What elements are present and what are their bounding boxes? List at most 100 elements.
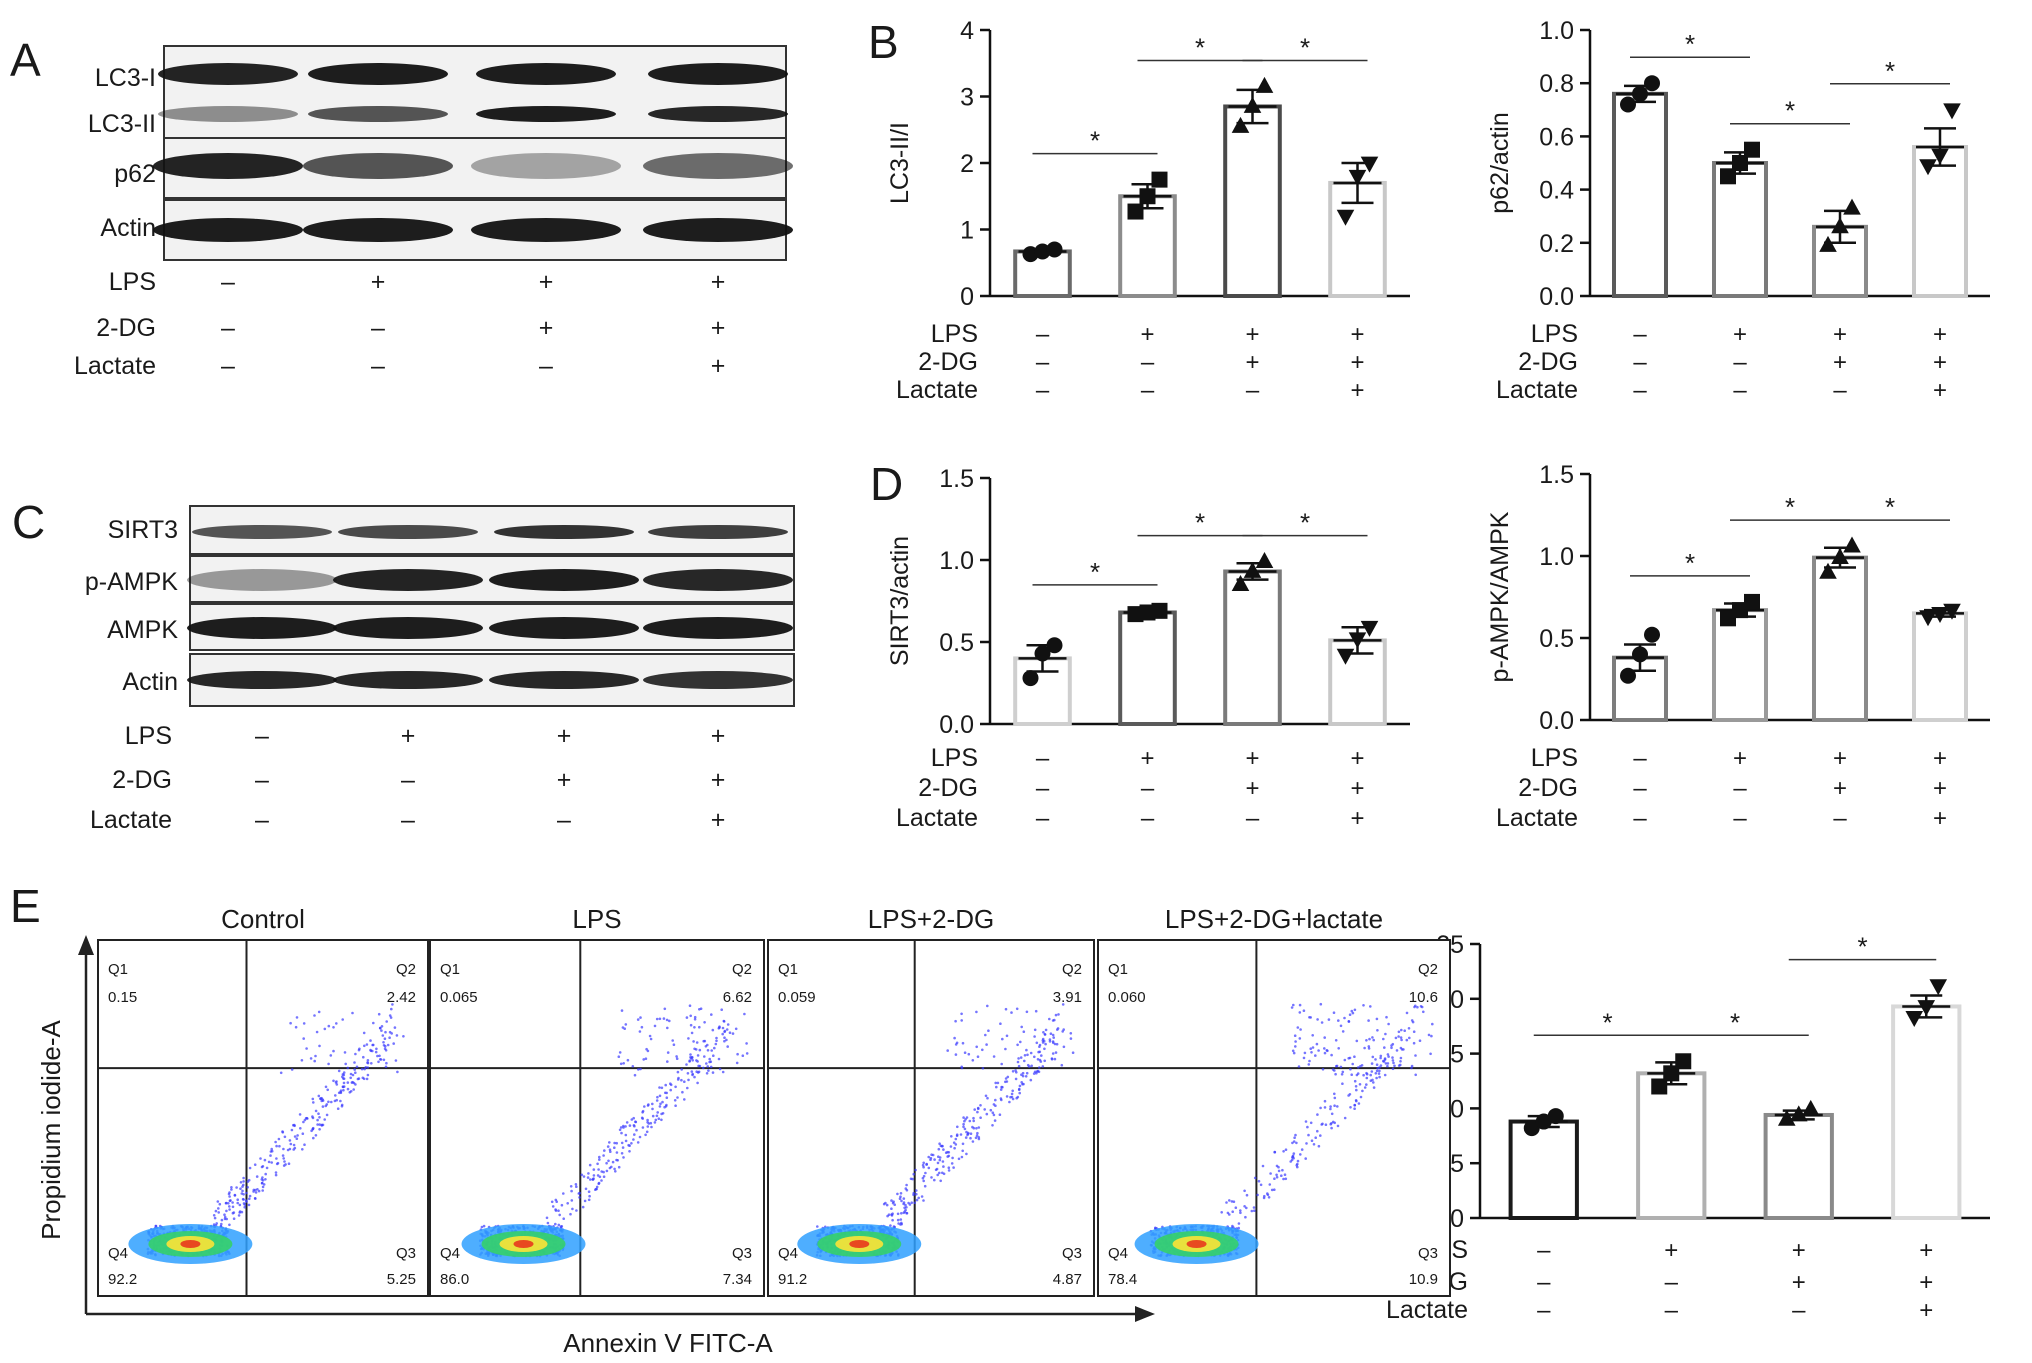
flow-event-dot [365,1043,369,1046]
flow-event-dot [341,1075,344,1078]
flow-event-dot [647,1122,651,1125]
flow-event-dot [1367,1045,1371,1048]
flow-event-dot [1330,1122,1333,1125]
band-ampk-3 [489,617,639,639]
flow-event-dot [154,1224,158,1228]
flow-event-dot [1243,1205,1246,1208]
y-tick-label: 0 [960,283,974,311]
flow-event-dot [374,1050,378,1054]
flow-event-dot [379,1058,382,1061]
flow-event-dot [655,1017,659,1021]
flow-event-dot [562,1217,565,1220]
flow-xlabel: Annexin V FITC-A [563,1328,773,1358]
flow-event-dot [937,1147,941,1151]
flow-event-dot [232,1217,236,1220]
flow-event-dot [1367,1047,1371,1050]
flow-event-dot [816,1225,819,1228]
flow-event-dot [313,1014,316,1017]
flow-event-dot [680,1078,683,1082]
flow-event-dot [676,1078,680,1081]
flow-plot-title: Control [221,904,305,934]
flow-event-dot [1048,1040,1052,1043]
flow-event-dot [279,1071,283,1075]
flow-event-dot [1349,1106,1352,1109]
treatment-sign: – [221,352,235,380]
flow-event-dot [311,1097,315,1101]
flow-event-dot [1005,1095,1009,1098]
y-tick-label: 0.4 [1539,177,1574,205]
flow-event-dot [254,1191,258,1194]
flow-event-dot [661,1100,664,1104]
flow-event-dot [1071,1051,1075,1054]
flow-event-dot [1319,1134,1322,1137]
data-point [1231,575,1250,591]
band-lc3-i-1 [158,63,298,85]
flow-event-dot [631,1065,635,1068]
flow-event-dot [1266,1192,1269,1195]
flow-event-dot [953,1146,956,1150]
treatment-sign: + [711,766,726,794]
flow-event-dot [1341,1082,1344,1085]
flow-event-dot [1310,1051,1313,1054]
flow-event-dot [954,1053,958,1056]
flow-event-dot [605,1161,608,1165]
flow-event-dot [653,1024,657,1028]
quadrant-label: Q3 [732,1245,752,1262]
flow-event-dot [1275,1164,1279,1168]
flow-event-dot [675,1057,679,1060]
flow-event-dot [1283,1173,1287,1176]
treatment-sign: + [1833,349,1847,376]
flow-event-dot [293,1146,297,1150]
flow-event-dot [893,1203,896,1206]
flow-event-dot [1375,1017,1379,1021]
significance-star: * [1885,56,1895,86]
flow-event-dot [1350,1009,1354,1013]
flow-event-dot [283,1135,287,1139]
flow-event-dot [955,1041,959,1045]
flow-event-dot [666,1026,669,1030]
flow-event-dot [370,1062,373,1065]
y-tick-label: 1.5 [939,465,974,493]
flow-event-dot [921,1163,925,1167]
flow-event-dot [927,1166,931,1170]
flow-event-dot [1386,1062,1390,1065]
treatment-sign: – [1537,1297,1551,1324]
flow-event-dot [1365,1076,1369,1080]
treatment-sign: + [401,722,416,750]
treatment-sign: + [1919,1237,1933,1264]
flow-event-dot [554,1222,557,1226]
flow-event-dot [954,1143,958,1146]
flow-event-dot [702,1039,705,1043]
flow-event-dot [293,1123,296,1127]
flow-event-dot [615,1141,618,1145]
data-point [1535,1113,1552,1130]
bar-2 [1118,610,1177,726]
significance-star: * [1785,96,1795,126]
flow-event-dot [1311,1034,1314,1037]
flow-event-dot [586,1176,590,1179]
flow-event-dot [231,1205,235,1209]
flow-event-dot [225,1217,228,1221]
flow-event-dot [1292,1140,1296,1143]
flow-event-dot [1232,1200,1236,1203]
data-point [1819,235,1837,252]
data-point [1034,645,1051,662]
flow-plot-2: LPS Q1 0.065 Q2 6.62 Q3 7.34 Q4 86.0 [429,904,765,1297]
y-tick-label: 0 [1450,1205,1464,1233]
flow-event-dot [394,1059,398,1062]
flow-event-dot [290,1128,294,1132]
flow-event-dot [914,1168,917,1172]
flow-event-dot [1001,1037,1004,1041]
flow-event-dot [1016,1060,1020,1064]
flow-event-dot [655,1099,659,1102]
flow-event-dot [1033,1035,1036,1038]
bar-1 [1612,91,1668,298]
flow-event-dot [1293,1136,1296,1139]
treatment-sign: + [1933,321,1947,348]
flow-event-dot [309,1057,313,1060]
flow-event-dot [315,1030,319,1034]
flow-event-dot [695,1041,699,1044]
flow-event-dot [560,1225,564,1228]
flow-event-dot [270,1147,274,1151]
